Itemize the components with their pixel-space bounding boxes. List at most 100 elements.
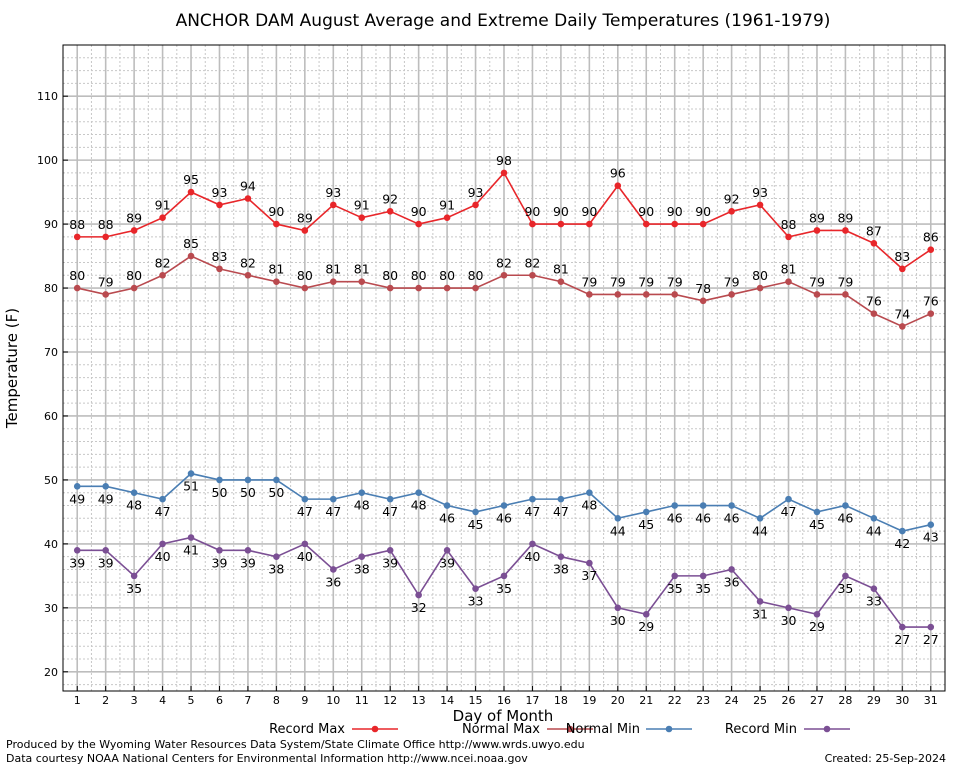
normal-min-data-label: 46: [837, 511, 853, 526]
record-max-point: [415, 220, 422, 228]
normal-max-point: [899, 323, 906, 330]
normal-max-data-label: 80: [752, 268, 768, 283]
normal-max-point: [927, 310, 935, 317]
normal-max-point: [586, 291, 593, 298]
record-min-point: [273, 553, 280, 560]
x-tick-label: 26: [782, 694, 796, 707]
x-tick-label: 16: [497, 694, 511, 707]
normal-max-point: [614, 291, 622, 298]
normal-max-data-label: 82: [155, 255, 171, 270]
normal-min-data-label: 47: [524, 504, 540, 519]
record-min-point: [699, 572, 707, 580]
x-tick-label: 2: [102, 694, 109, 707]
record-min-point: [756, 598, 764, 605]
record-max-point: [329, 201, 337, 209]
record-min-data-label: 35: [126, 581, 142, 596]
record-min-point: [671, 572, 679, 580]
legend-label: Record Max: [269, 722, 345, 737]
normal-min-point: [756, 515, 764, 522]
normal-min-point: [642, 508, 650, 516]
legend-swatch-marker: [371, 725, 379, 733]
normal-max-point: [187, 252, 195, 260]
normal-max-point: [73, 284, 81, 292]
record-max-point: [614, 182, 622, 190]
record-max-point: [273, 220, 280, 228]
normal-min-point: [899, 527, 906, 535]
record-max-point: [586, 220, 593, 228]
record-max-point: [102, 233, 109, 241]
normal-max-data-label: 85: [183, 236, 199, 251]
x-tick-label: 17: [525, 694, 539, 707]
legend-swatch-marker: [566, 725, 574, 733]
record-max-data-label: 90: [695, 204, 711, 219]
normal-min-data-label: 47: [781, 504, 797, 519]
record-min-data-label: 29: [809, 619, 825, 634]
normal-max-point: [813, 291, 821, 298]
normal-min-data-label: 49: [98, 491, 114, 506]
x-tick-label: 7: [244, 694, 251, 707]
normal-max-point: [415, 284, 422, 292]
record-max-data-label: 90: [411, 204, 427, 219]
record-min-point: [899, 623, 906, 631]
record-min-data-label: 39: [382, 555, 398, 570]
normal-max-data-label: 81: [781, 262, 797, 277]
record-min-point: [130, 572, 138, 580]
normal-max-point: [358, 278, 366, 285]
record-min-data-label: 35: [695, 581, 711, 596]
x-tick-label: 31: [924, 694, 938, 707]
record-max-data-label: 89: [297, 210, 313, 225]
normal-min-point: [358, 489, 366, 497]
record-min-point: [927, 623, 935, 631]
record-min-point: [329, 566, 337, 573]
normal-max-data-label: 76: [866, 294, 882, 309]
record-min-data-label: 35: [837, 581, 853, 596]
record-max-data-label: 88: [98, 217, 114, 232]
record-max-data-label: 96: [610, 166, 626, 181]
record-max-series: 88 88 89 91 95 93 94 90 89 93 91 92 90 91 93 98 90 90 90 96…: [69, 153, 939, 273]
record-min-point: [216, 546, 223, 554]
normal-min-data-label: 46: [724, 511, 740, 526]
record-max-data-label: 91: [155, 198, 171, 213]
normal-max-point: [529, 271, 536, 279]
record-max-data-label: 92: [724, 191, 740, 206]
normal-max-data-label: 81: [354, 262, 370, 277]
normal-min-point: [927, 521, 935, 529]
normal-min-point: [159, 495, 166, 503]
normal-min-point: [443, 502, 451, 509]
normal-max-data-label: 80: [411, 268, 427, 283]
record-max-point: [756, 201, 764, 209]
normal-max-data-label: 81: [268, 262, 284, 277]
normal-min-point: [699, 502, 707, 509]
record-min-data-label: 32: [411, 600, 427, 615]
record-max-point: [671, 220, 679, 228]
normal-max-point: [216, 265, 223, 273]
record-min-data-label: 31: [752, 606, 768, 621]
y-tick-label: 70: [44, 346, 58, 359]
y-tick-label: 60: [44, 410, 58, 423]
record-min-point: [73, 546, 81, 554]
normal-max-point: [870, 310, 878, 317]
record-min-point: [187, 534, 195, 541]
x-tick-label: 1: [74, 694, 81, 707]
normal-max-data-label: 83: [212, 249, 228, 264]
record-min-point: [159, 540, 166, 548]
record-max-point: [159, 214, 166, 221]
normal-max-data-label: 82: [524, 255, 540, 270]
record-min-point: [472, 585, 479, 592]
x-tick-label: 5: [188, 694, 195, 707]
x-tick-label: 20: [611, 694, 625, 707]
normal-min-data-label: 42: [894, 536, 910, 551]
normal-max-data-label: 79: [837, 274, 853, 289]
normal-max-data-label: 80: [297, 268, 313, 283]
normal-max-data-label: 82: [496, 255, 512, 270]
y-tick-label: 110: [37, 90, 58, 103]
normal-min-point: [329, 495, 337, 503]
record-max-point: [472, 201, 479, 209]
normal-max-point: [500, 271, 508, 279]
normal-min-data-label: 44: [610, 523, 626, 538]
x-tick-label: 27: [810, 694, 824, 707]
record-max-data-label: 90: [553, 204, 569, 219]
normal-min-point: [785, 495, 792, 503]
normal-min-data-label: 47: [382, 504, 398, 519]
normal-max-point: [557, 278, 565, 285]
